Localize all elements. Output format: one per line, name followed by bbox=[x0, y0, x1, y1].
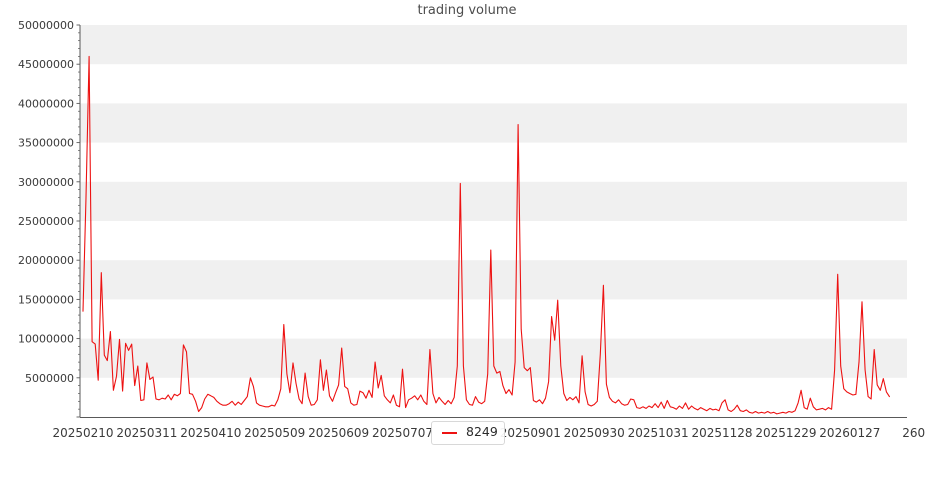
x-tick-label: 260 bbox=[902, 426, 925, 440]
y-tick-label: 40000000 bbox=[18, 97, 74, 110]
x-tick-label: 20251031 bbox=[628, 426, 689, 440]
x-tick-label: 20250609 bbox=[308, 426, 369, 440]
plot-band bbox=[80, 25, 907, 65]
y-tick-label: 35000000 bbox=[18, 137, 74, 150]
y-tick-label: 45000000 bbox=[18, 58, 74, 71]
volume-line bbox=[82, 55, 890, 415]
x-tick-label: 20250930 bbox=[564, 426, 625, 440]
y-tick-label: 50000000 bbox=[18, 19, 74, 32]
x-tick-label: 20250901 bbox=[500, 426, 561, 440]
y-tick-label: 5000000 bbox=[25, 372, 74, 385]
x-tick-label: 20251229 bbox=[755, 426, 816, 440]
y-tick-label: 15000000 bbox=[18, 293, 74, 306]
x-tick-label: 20250410 bbox=[180, 426, 241, 440]
legend-series-label: 8249 bbox=[466, 424, 498, 440]
x-tick-label: 20250210 bbox=[52, 426, 113, 440]
plot-band bbox=[80, 103, 907, 143]
x-tick-label: 20251128 bbox=[691, 426, 752, 440]
plot-band bbox=[80, 181, 907, 221]
x-tick-label: 20250509 bbox=[244, 426, 305, 440]
legend-line-marker bbox=[442, 432, 457, 434]
x-tick-label: 20250311 bbox=[116, 426, 177, 440]
plot-band bbox=[80, 260, 907, 300]
y-tick-label: 30000000 bbox=[18, 176, 74, 189]
x-tick-label: 20260127 bbox=[819, 426, 880, 440]
legend: 8249 bbox=[431, 421, 505, 445]
y-tick-label: 20000000 bbox=[18, 254, 74, 267]
y-tick-label: 25000000 bbox=[18, 215, 74, 228]
y-tick-label: 10000000 bbox=[18, 333, 74, 346]
chart-title: trading volume bbox=[417, 3, 517, 18]
x-tick-label: 20250707 bbox=[372, 426, 433, 440]
